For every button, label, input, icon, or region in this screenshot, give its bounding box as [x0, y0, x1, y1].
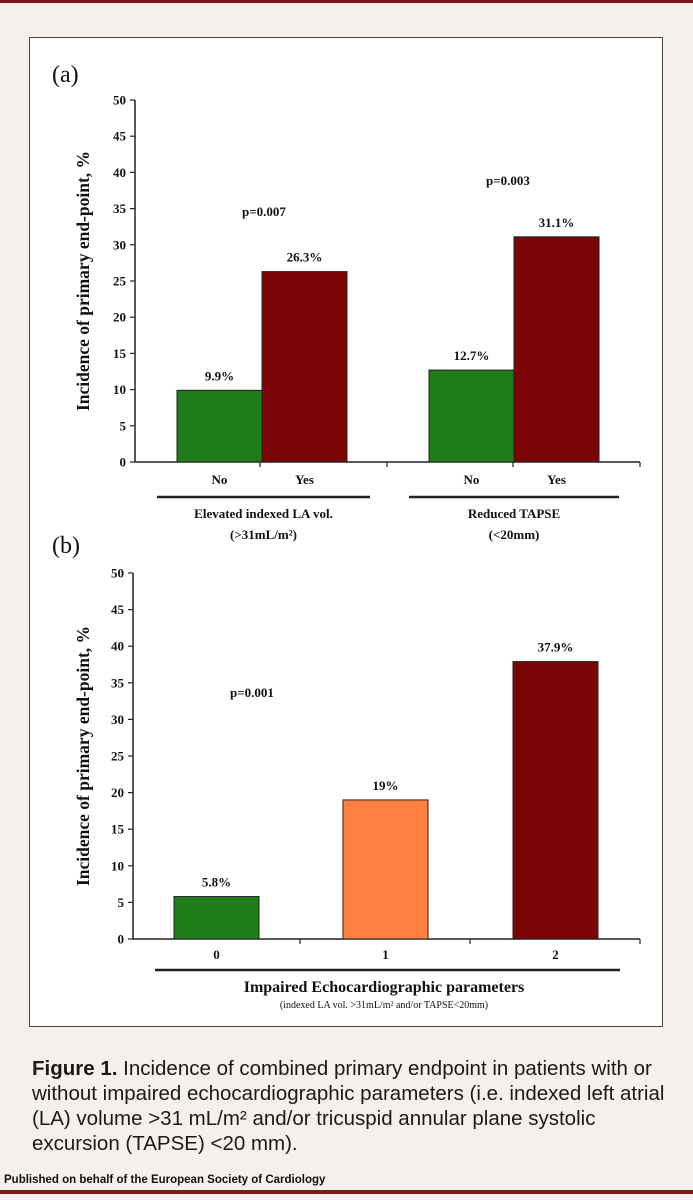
- top-rule: [0, 0, 693, 3]
- group-label-sub: (>31mL/m²): [230, 527, 297, 542]
- bottom-rule: [0, 1190, 693, 1194]
- y-tick-label: 30: [113, 237, 126, 252]
- y-tick-label: 35: [111, 675, 125, 690]
- caption-lead: Figure 1.: [32, 1057, 118, 1080]
- bar-value-label: 19%: [373, 778, 399, 793]
- bar-impaired-1: [342, 799, 429, 940]
- y-tick-label: 30: [111, 712, 124, 727]
- x-category-label: Yes: [547, 472, 566, 487]
- y-tick-label: 45: [113, 129, 127, 144]
- p-value-label: p=0.007: [242, 204, 286, 219]
- y-tick-label: 15: [113, 346, 127, 361]
- x-axis-label-sub: (indexed LA vol. >31mL/m² and/or TAPSE<2…: [280, 1000, 488, 1011]
- panel-label: (b): [52, 533, 80, 559]
- y-axis-label: Incidence of primary end-point, %: [73, 151, 93, 411]
- y-tick-label: 5: [120, 418, 127, 433]
- y-tick-label: 0: [120, 455, 127, 470]
- y-tick-label: 20: [111, 785, 124, 800]
- panel-label: (a): [52, 62, 79, 88]
- y-tick-label: 10: [113, 382, 126, 397]
- bar-value-label: 37.9%: [538, 640, 574, 655]
- y-tick-label: 15: [111, 822, 125, 837]
- y-axis-label: Incidence of primary end-point, %: [73, 626, 93, 886]
- bar-value-label: 31.1%: [539, 215, 575, 230]
- y-tick-label: 40: [113, 165, 126, 180]
- x-category-label: Yes: [295, 472, 314, 487]
- x-category-label: 2: [552, 947, 559, 962]
- y-tick-label: 45: [111, 602, 125, 617]
- y-tick-label: 50: [113, 93, 126, 108]
- bar-value-label: 26.3%: [287, 250, 323, 265]
- x-axis-label: Impaired Echocardiographic parameters: [244, 979, 525, 996]
- publisher-footer: Published on behalf of the European Soci…: [4, 1174, 326, 1186]
- y-tick-label: 40: [111, 639, 124, 654]
- y-tick-label: 25: [111, 749, 125, 764]
- bar-value-label: 5.8%: [202, 875, 231, 890]
- bar-reduced-no: [428, 369, 515, 463]
- bar-elevated-no: [176, 389, 263, 463]
- y-tick-label: 50: [111, 566, 124, 581]
- bar-value-label: 9.9%: [205, 368, 234, 383]
- p-value-label: p=0.003: [486, 173, 530, 188]
- bar-reduced-yes: [513, 236, 600, 463]
- figure-caption: Figure 1. Incidence of combined primary …: [32, 1056, 672, 1156]
- group-label-sub: (<20mm): [489, 527, 540, 542]
- x-category-label: 0: [213, 947, 220, 962]
- group-label: Elevated indexed LA vol.: [194, 506, 333, 521]
- y-tick-label: 25: [113, 274, 127, 289]
- x-category-label: No: [464, 472, 480, 487]
- p-value-label: p=0.001: [230, 685, 274, 700]
- bar-value-label: 12.7%: [454, 348, 490, 363]
- group-label: Reduced TAPSE: [468, 506, 560, 521]
- bar-impaired-2: [512, 661, 599, 940]
- y-tick-label: 10: [111, 858, 124, 873]
- bar-elevated-yes: [261, 271, 348, 463]
- y-tick-label: 20: [113, 310, 126, 325]
- y-tick-label: 5: [118, 895, 125, 910]
- bar-impaired-0: [173, 896, 260, 940]
- caption-text: Incidence of combined primary endpoint i…: [32, 1057, 665, 1155]
- x-category-label: 1: [382, 947, 389, 962]
- x-category-label: No: [212, 472, 228, 487]
- y-tick-label: 0: [118, 932, 125, 947]
- y-tick-label: 35: [113, 201, 127, 216]
